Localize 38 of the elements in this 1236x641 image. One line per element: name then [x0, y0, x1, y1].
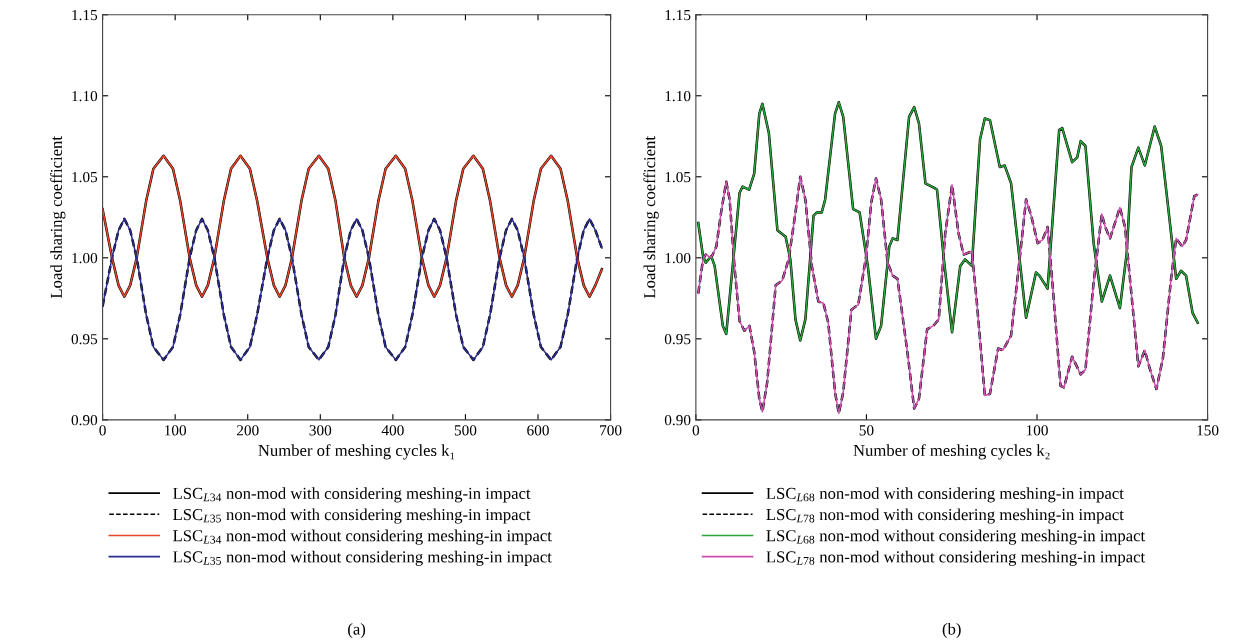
- y-axis-title: Load sharing coefficient: [50, 136, 66, 299]
- legend-label: LSC$_{L78}$ non-mod with considering meshing-in impact: [766, 508, 1124, 524]
- x-tick-label: 500: [454, 425, 477, 436]
- legend-label: LSC$_{L78}$ non-mod without considering meshing-in impact: [766, 550, 1146, 566]
- text: (b): [942, 622, 961, 639]
- legend-label: LSC$_{L34}$ non-mod without considering meshing-in impact: [173, 529, 552, 545]
- legend-label: LSC$_{L68}$ non-mod without considering meshing-in impact: [766, 529, 1146, 545]
- x-axis-title: Number of meshing cycles k₁: [258, 444, 455, 460]
- legend-label: LSC$_{L34}$ non-mod with considering meshing-in impact: [173, 487, 531, 503]
- y-tick-label: 1.10: [665, 90, 691, 102]
- legend-label: LSC$_{L35}$ non-mod without considering meshing-in impact: [173, 550, 552, 566]
- x-tick-label: 600: [527, 425, 549, 436]
- x-tick-label: 0: [692, 425, 700, 436]
- y-tick-label: 0.90: [71, 415, 98, 426]
- y-tick-label: 1.00: [72, 252, 98, 264]
- x-tick-label: 200: [236, 425, 259, 436]
- y-tick-label: 1.05: [665, 171, 691, 183]
- x-tick-label: 100: [165, 425, 187, 436]
- y-axis-title: Load sharing coefficient: [643, 136, 659, 299]
- x-tick-label: 50: [859, 425, 874, 436]
- x-tick-label: 100: [1026, 425, 1048, 436]
- legend-label: LSC$_{L35}$ non-mod with considering meshing-in impact: [173, 508, 531, 524]
- x-tick-label: 400: [381, 425, 404, 436]
- y-tick-label: 1.15: [665, 9, 691, 21]
- x-tick-label: 0: [99, 425, 106, 436]
- x-tick-label: 700: [600, 425, 622, 436]
- y-tick-label: 0.95: [71, 333, 98, 345]
- legend-label: LSC$_{L68}$ non-mod with considering meshing-in impact: [766, 487, 1124, 503]
- x-axis-title: Number of meshing cycles k₂: [853, 444, 1050, 460]
- y-tick-label: 1.10: [72, 90, 98, 102]
- y-tick-label: 1.05: [72, 171, 98, 183]
- text: (a): [348, 622, 366, 639]
- x-tick-label: 150: [1197, 425, 1219, 436]
- y-tick-label: 0.90: [664, 415, 691, 426]
- x-tick-label: 300: [309, 425, 332, 436]
- y-tick-label: 0.95: [664, 333, 691, 345]
- y-tick-label: 1.00: [665, 252, 691, 264]
- y-tick-label: 1.15: [72, 9, 98, 21]
